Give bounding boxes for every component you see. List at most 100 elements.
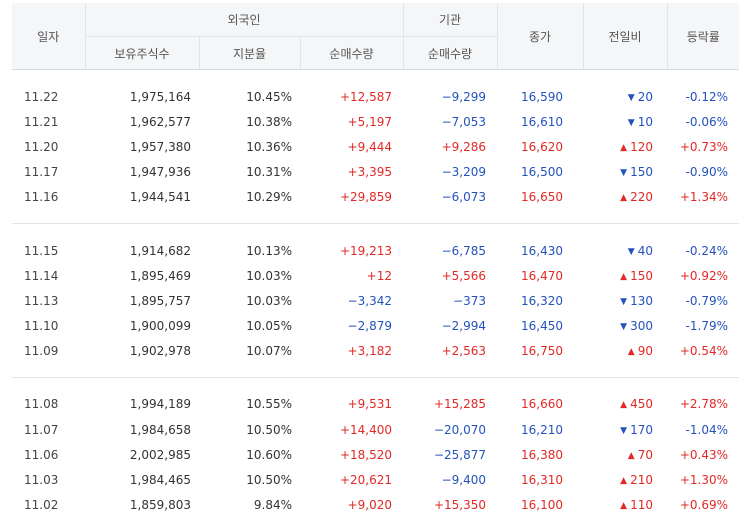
cell-diff-value: 300 (630, 319, 653, 334)
cell-close: 16,650 (497, 184, 583, 224)
cell-rate: -0.90% (685, 165, 728, 180)
cell-rate: +2.78% (679, 397, 728, 412)
cell-close: 16,610 (521, 114, 563, 129)
cell-rate: +0.92% (679, 268, 728, 283)
cell-foreign-net: +18,520 (339, 447, 392, 462)
cell-close: 16,660 (521, 397, 563, 412)
cell-foreign-net: +9,444 (347, 139, 392, 154)
table-row: 11.10 1,900,099 10.05% −2,879 −2,994 16,… (12, 314, 739, 339)
cell-date: 11.16 (12, 184, 85, 224)
cell-diff: ▲ 220 (583, 184, 667, 224)
triangle-down-icon: ▼ (620, 296, 628, 307)
cell-foreign-net: +3,395 (347, 165, 392, 180)
table-row: 11.15 1,914,682 10.13% +19,213 −6,785 16… (12, 223, 739, 263)
triangle-down-icon: ▼ (627, 246, 635, 257)
cell-diff: ▲ 120 (583, 134, 667, 159)
header-holdings: 보유주식수 (84, 36, 199, 70)
header-inst-net: 순매수량 (402, 36, 497, 70)
cell-ratio: 9.84% (253, 498, 292, 513)
cell-rate: -0.12% (685, 89, 728, 104)
cell-holdings: 1,900,099 (129, 319, 191, 334)
cell-diff-value: 130 (630, 293, 653, 308)
cell-close: 16,210 (521, 422, 563, 437)
cell-foreign-net: +20,621 (339, 473, 392, 488)
cell-diff: ▲ 90 (583, 338, 667, 378)
row-group-3: 11.08 1,994,189 10.55% +9,531 +15,285 16… (12, 377, 739, 530)
cell-ratio: 10.36% (246, 139, 292, 154)
cell-diff-value: 40 (637, 243, 653, 258)
cell-diff: ▼ 20 (583, 70, 667, 109)
cell-holdings: 1,947,936 (129, 165, 191, 180)
cell-inst-net: +15,285 (433, 397, 486, 412)
cell-inst-net: −20,070 (433, 422, 486, 437)
cell-ratio: 10.03% (246, 268, 292, 283)
cell-inst-net: +5,566 (441, 268, 486, 283)
cell-rate: -1.04% (685, 422, 728, 437)
cell-holdings: 1,895,757 (129, 293, 191, 308)
cell-close: 16,380 (521, 447, 563, 462)
cell-holdings: 1,984,658 (129, 422, 191, 437)
cell-close: 16,470 (521, 268, 563, 283)
cell-ratio: 10.50% (246, 473, 292, 488)
cell-holdings: 1,957,380 (129, 139, 191, 154)
cell-foreign-net: +9,531 (347, 397, 392, 412)
cell-date: 11.14 (24, 268, 59, 283)
cell-rate: +0.43% (679, 447, 728, 462)
triangle-up-icon: ▲ (620, 400, 628, 411)
cell-date: 11.21 (24, 114, 59, 129)
cell-holdings: 1,902,978 (85, 338, 199, 378)
cell-foreign-net: +12,587 (339, 89, 392, 104)
table-row: 11.20 1,957,380 10.36% +9,444 +9,286 16,… (12, 134, 739, 159)
cell-holdings: 1,975,164 (129, 89, 191, 104)
cell-ratio: 10.50% (246, 422, 292, 437)
investor-trading-table: 일자 외국인 기관 종가 전일비 등락률 보유주식수 지분율 순매수량 순매수량… (12, 3, 739, 531)
cell-ratio: 10.31% (246, 165, 292, 180)
cell-inst-net: −3,209 (441, 165, 486, 180)
cell-close: 16,430 (521, 243, 563, 258)
table-row: 11.02 1,859,803 9.84% +9,020 +15,350 16,… (12, 493, 739, 531)
header-date: 일자 (12, 3, 85, 70)
cell-diff-value: 210 (630, 473, 653, 488)
cell-diff-value: 450 (630, 397, 653, 412)
cell-holdings: 1,895,469 (129, 268, 191, 283)
header-diff: 전일비 (582, 3, 667, 70)
cell-diff: ▼ 170 (583, 417, 667, 442)
table-row: 11.09 1,902,978 10.07% +3,182 +2,563 16,… (12, 338, 739, 378)
cell-ratio: 10.03% (246, 293, 292, 308)
cell-inst-net: +9,286 (441, 139, 486, 154)
cell-diff: ▲ 450 (583, 377, 667, 417)
cell-rate: +0.54% (667, 338, 739, 378)
cell-inst-net: −25,877 (433, 447, 486, 462)
table-row: 11.07 1,984,658 10.50% +14,400 −20,070 1… (12, 417, 739, 442)
cell-close: 16,590 (521, 89, 563, 104)
table-row: 11.14 1,895,469 10.03% +12 +5,566 16,470… (12, 263, 739, 288)
table-row: 11.06 2,002,985 10.60% +18,520 −25,877 1… (12, 442, 739, 467)
cell-foreign-net: +3,182 (300, 338, 403, 378)
triangle-down-icon: ▼ (627, 92, 635, 103)
cell-ratio: 10.45% (246, 89, 292, 104)
cell-diff-value: 20 (637, 89, 653, 104)
row-group-2: 11.15 1,914,682 10.13% +19,213 −6,785 16… (12, 223, 739, 378)
cell-diff-value: 120 (630, 139, 653, 154)
cell-date: 11.20 (24, 139, 59, 154)
cell-date: 11.17 (24, 165, 59, 180)
cell-inst-net: −2,994 (441, 319, 486, 334)
table-row: 11.17 1,947,936 10.31% +3,395 −3,209 16,… (12, 160, 739, 185)
table-row: 11.21 1,962,577 10.38% +5,197 −7,053 16,… (12, 109, 739, 134)
table-row: 11.22 1,975,164 10.45% +12,587 −9,299 16… (12, 70, 739, 109)
cell-holdings: 1,962,577 (129, 114, 191, 129)
triangle-up-icon: ▲ (620, 193, 628, 204)
triangle-up-icon: ▲ (620, 271, 628, 282)
cell-foreign-net: −3,342 (347, 293, 392, 308)
cell-diff: ▲ 70 (583, 442, 667, 467)
cell-foreign-net: +19,213 (339, 243, 392, 258)
cell-rate: +1.34% (667, 184, 739, 224)
cell-ratio: 10.55% (246, 397, 292, 412)
cell-ratio: 10.13% (246, 243, 292, 258)
cell-diff-value: 170 (630, 422, 653, 437)
cell-holdings: 1,994,189 (129, 397, 191, 412)
cell-rate: +0.69% (679, 498, 728, 513)
cell-diff: ▲ 110 (583, 493, 667, 531)
cell-diff-value: 220 (630, 190, 653, 205)
cell-date: 11.10 (24, 319, 59, 334)
